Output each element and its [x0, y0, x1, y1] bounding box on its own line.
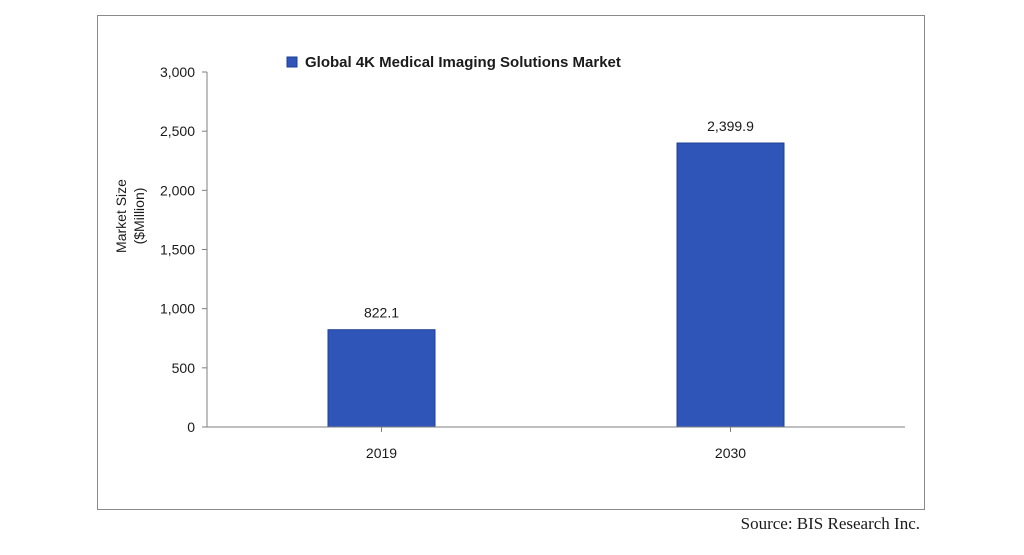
legend-swatch	[286, 56, 298, 68]
bar-2030	[676, 142, 785, 428]
y-axis-label: Market Size	[113, 179, 129, 253]
y-tick-label: 2,500	[160, 123, 195, 139]
y-tick-label: 1,500	[160, 242, 195, 258]
y-tick-label: 500	[172, 360, 196, 376]
data-label-2030: 2,399.9	[707, 118, 754, 134]
legend: Global 4K Medical Imaging Solutions Mark…	[286, 54, 621, 71]
x-tick-label: 2030	[715, 445, 746, 461]
y-tick-label: 3,000	[160, 64, 195, 80]
source-note: Source: BIS Research Inc.	[740, 514, 920, 533]
y-axis-unit-label: ($Million)	[131, 188, 147, 245]
bars: 822.1 2,399.9	[327, 118, 785, 428]
legend-label: Global 4K Medical Imaging Solutions Mark…	[305, 54, 621, 71]
bar-2019	[327, 329, 436, 428]
x-tick-label: 2019	[366, 445, 397, 461]
y-tick-label: 2,000	[160, 182, 195, 198]
y-tick-label: 0	[187, 419, 195, 435]
data-label-2019: 822.1	[364, 305, 399, 321]
x-axis-ticks: 2019 2030	[366, 427, 746, 461]
y-axis-ticks: 0 500 1,000 1,500 2,000 2,500 3,000	[160, 64, 207, 435]
y-tick-label: 1,000	[160, 301, 195, 317]
